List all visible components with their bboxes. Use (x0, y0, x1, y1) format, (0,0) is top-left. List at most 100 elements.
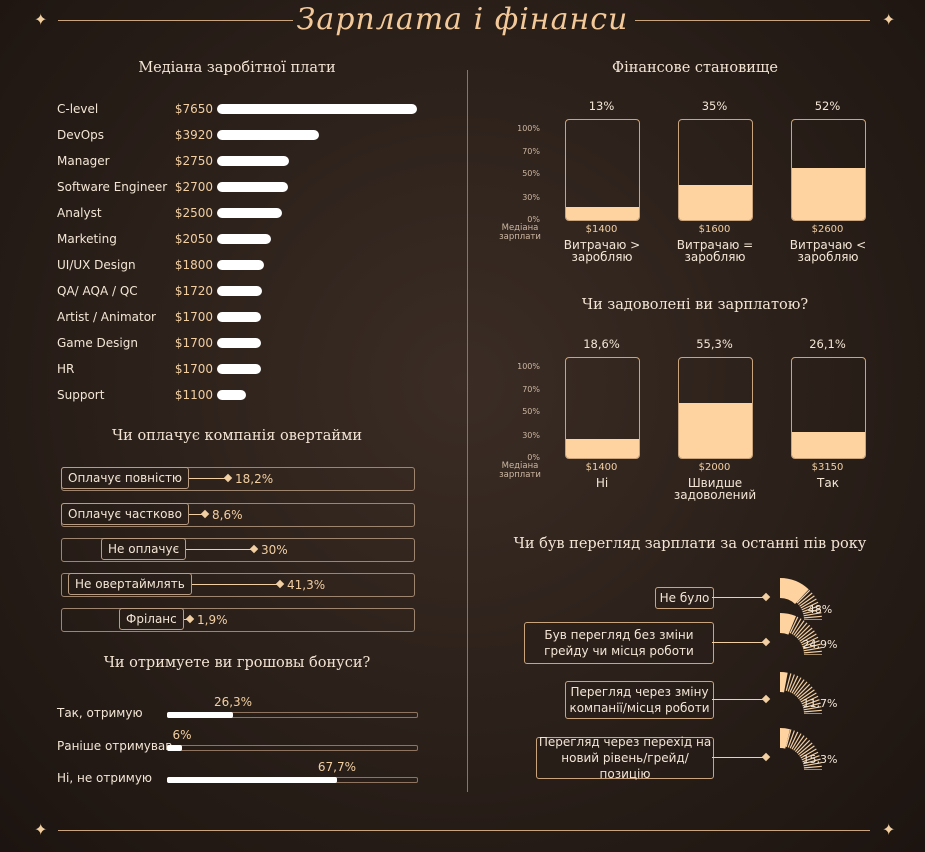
salary-value: $1800 (174, 258, 213, 272)
review-fan-tick (803, 615, 822, 619)
review-fan-tick (799, 630, 815, 642)
salary-value: $1100 (174, 388, 213, 402)
ornament-star-icon: ✦ (34, 10, 48, 29)
salary-title: Медіана заробітної плати (138, 60, 336, 76)
review-fan-tick (803, 612, 822, 617)
review-fan (780, 613, 822, 655)
axis-tick-label: 70% (522, 147, 540, 156)
axis-tick-label: 50% (522, 169, 540, 178)
overtime-label: Фріланс (119, 608, 184, 630)
salary-bar (217, 156, 289, 166)
column-fill (792, 168, 865, 220)
review-fan-tick (803, 608, 821, 615)
column-median: $2600 (811, 224, 844, 235)
review-fan-tick (800, 633, 817, 644)
review-fan-tick (796, 683, 811, 698)
bonus-fill (167, 745, 183, 751)
review-fan-tick (796, 739, 811, 754)
axis-tick-label: 70% (522, 385, 540, 394)
review-fan-tick (800, 598, 817, 609)
review-fan-tick (801, 751, 819, 761)
review-fan-tick (803, 643, 821, 650)
salary-bar (217, 182, 288, 192)
salary-label: Analyst (57, 206, 102, 220)
review-fan-tick (793, 620, 805, 636)
review-fan-tick (787, 730, 795, 748)
salary-value: $1700 (174, 336, 213, 350)
bonus-label: Раніше отримував (57, 739, 173, 753)
review-fan-fill (780, 578, 809, 620)
review-fan-tick (791, 677, 802, 694)
column-caption: Витрачаю < заробляю (789, 238, 867, 264)
overtime-row-frame (61, 538, 415, 562)
salary-label: Support (57, 388, 105, 402)
review-fan-tick (797, 686, 813, 700)
review-title: Чи був перегляд зарплати за останні пів … (513, 536, 867, 552)
review-fan-tick (794, 737, 808, 753)
review-fan-tick (801, 601, 819, 611)
salary-label: DevOps (57, 128, 105, 142)
overtime-label: Не оплачує (101, 538, 187, 560)
review-connector (712, 642, 765, 643)
salary-bar (217, 208, 283, 218)
overtime-connector (186, 549, 254, 550)
axis-tick-label: 30% (522, 193, 540, 202)
review-marker (761, 694, 771, 704)
overtime-percent: 8,6% (212, 508, 243, 522)
column-fill (566, 439, 639, 458)
review-fan-tick (796, 624, 811, 639)
review-fan-tick (789, 675, 799, 693)
review-connector (712, 757, 765, 758)
review-fan-tick (794, 622, 808, 638)
review-fan-tick (797, 627, 813, 641)
axis-tick-label: 0% (527, 453, 540, 462)
overtime-title: Чи оплачує компанія овертайми (111, 428, 363, 444)
salary-label: Software Engineer (57, 180, 168, 194)
title-rule-left (58, 20, 293, 21)
salary-label: Artist / Animator (57, 310, 156, 324)
review-fan-tick (802, 699, 820, 707)
review-fan-tick (802, 755, 820, 763)
column-frame (678, 357, 753, 459)
column-caption: Витрачаю > заробляю (563, 238, 641, 264)
review-fan-tick (803, 709, 822, 713)
salary-value: $2750 (174, 154, 213, 168)
bonus-title: Чи отримуете ви грошовы бонуси? (103, 655, 371, 671)
salary-bar (217, 338, 262, 348)
ornament-star-icon: ✦ (882, 10, 896, 29)
title-rule-right (635, 20, 870, 21)
review-fan (780, 672, 822, 714)
column-fill (566, 207, 639, 220)
axis-tick-label: 100% (517, 362, 540, 371)
ornament-star-icon: ✦ (882, 820, 896, 839)
review-fan (780, 578, 822, 620)
salary-value: $2700 (174, 180, 213, 194)
review-fan-tick (787, 674, 795, 692)
salary-value: $1700 (174, 310, 213, 324)
column-frame (678, 119, 753, 221)
column-fill (679, 185, 752, 220)
review-fan-tick (803, 650, 822, 654)
column-fill (792, 431, 865, 458)
column-percent: 26,1% (809, 337, 846, 351)
review-fan-tick (799, 689, 815, 701)
axis-tick-label: 30% (522, 431, 540, 440)
column-median: $1400 (585, 224, 618, 235)
review-label: Не було (655, 587, 714, 609)
salary-value: $1700 (174, 362, 213, 376)
salary-bar (217, 286, 262, 296)
review-percent: 15,3% (802, 753, 838, 766)
axis-tick-label: 50% (522, 407, 540, 416)
review-marker (761, 637, 771, 647)
review-fan-tick (803, 702, 821, 709)
review-label: Був перегляд без зміни грейду чи місця р… (524, 622, 714, 664)
column-percent: 52% (814, 99, 841, 113)
salary-label: HR (57, 362, 75, 376)
review-fan-tick (789, 731, 799, 749)
review-fan-fill (780, 672, 788, 714)
salary-value: $3920 (174, 128, 213, 142)
review-fan-tick (803, 765, 822, 769)
salary-bar (217, 260, 265, 270)
bonus-percent: 26,3% (213, 695, 253, 709)
column-caption: Витрачаю = заробляю (676, 238, 754, 264)
